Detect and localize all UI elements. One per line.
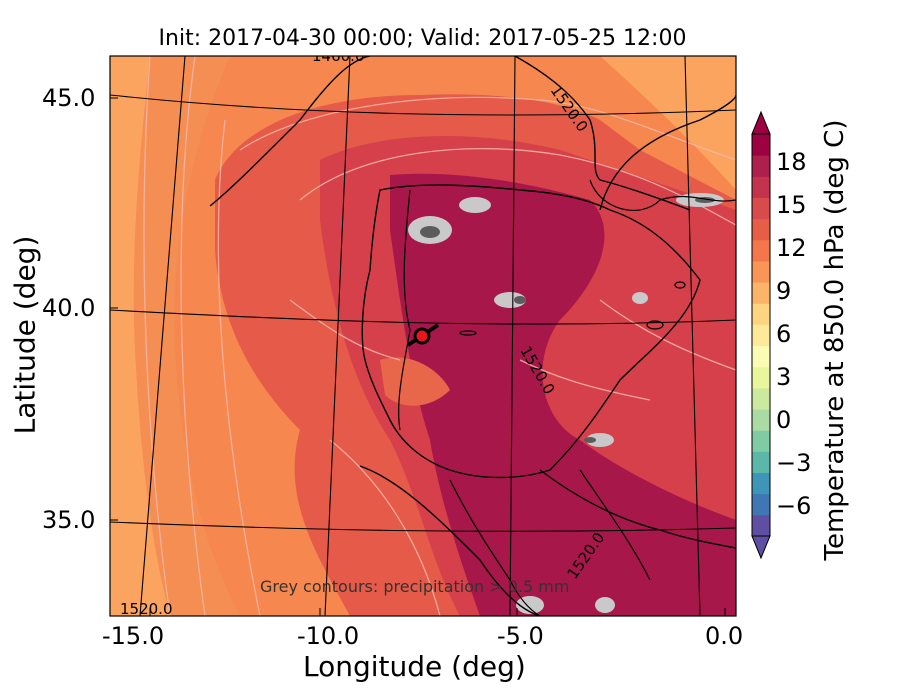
colorbar-tick-label: 9 <box>776 276 792 305</box>
graticule <box>110 56 736 616</box>
colorbar-extend-min <box>751 535 771 560</box>
colorbar-band <box>752 303 770 325</box>
colorbar-frame <box>751 133 771 537</box>
y-tick-label: 40.0 <box>42 294 96 322</box>
location-marker <box>406 323 440 347</box>
colorbar-tick-label: 18 <box>776 147 807 176</box>
colorbar-band <box>752 197 770 220</box>
colorbar-band <box>752 493 770 516</box>
colorbar <box>751 110 771 560</box>
colorbar-band <box>752 260 770 283</box>
colorbar-tick-label: 0 <box>776 406 792 435</box>
contour-label-1460: 1460.0 <box>312 47 365 65</box>
field-far-west <box>110 56 170 616</box>
colorbar-bands <box>752 134 770 537</box>
field-southwest-patch <box>380 357 450 406</box>
colorbar-tick-label: 12 <box>776 233 807 262</box>
borders <box>398 179 736 616</box>
colorbar-band <box>752 387 770 410</box>
y-axis-label: Latitude (deg) <box>8 235 42 435</box>
islands <box>459 281 686 336</box>
colorbar-band <box>752 345 770 368</box>
colorbar-band <box>752 176 770 198</box>
colorbar-band <box>752 430 770 452</box>
colorbar-band <box>752 134 770 156</box>
field-north-east <box>600 56 736 190</box>
x-tick-label: -5.0 <box>497 622 544 650</box>
colorbar-band <box>752 409 770 431</box>
x-tick-label: -10.0 <box>297 622 360 650</box>
colorbar-band <box>752 514 770 537</box>
chart-title: Init: 2017-04-30 00:00; Valid: 2017-05-2… <box>158 26 687 51</box>
axis-ticks <box>110 97 726 616</box>
temperature-contours <box>143 56 736 616</box>
colorbar-tick-label: 6 <box>776 320 792 348</box>
precipitation-annotation: Grey contours: precipitation > 0.5 mm <box>260 577 569 596</box>
colorbar-band <box>752 155 770 177</box>
temperature-field: 1460.0 1520.0 1520.0 1520.0 1520.0 Grey … <box>110 47 736 618</box>
x-tick-label: -15.0 <box>102 622 165 650</box>
colorbar-band <box>752 239 770 262</box>
x-tick-label: 0.0 <box>705 622 744 650</box>
map-frame <box>109 55 737 617</box>
colorbar-tick-label: 3 <box>776 363 792 392</box>
colorbar-tick-label: −3 <box>776 449 812 478</box>
colorbar-band <box>752 451 770 474</box>
colorbar-band <box>752 324 770 347</box>
y-tick-label: 45.0 <box>42 84 96 112</box>
colorbar-band <box>752 282 770 304</box>
colorbar-extend-max <box>751 110 771 135</box>
contour-label-1520-southwest: 1520.0 <box>120 600 173 618</box>
colorbar-tick-label: 15 <box>776 190 807 219</box>
colorbar-label: Temperature at 850.0 hPa (deg C) <box>820 119 850 561</box>
field-crimson-zone <box>390 173 736 616</box>
colorbar-band <box>752 472 770 495</box>
colorbar-tick-label: −6 <box>776 492 812 521</box>
x-axis-label: Longitude (deg) <box>303 650 526 683</box>
colorbar-band <box>752 218 770 241</box>
y-tick-label: 35.0 <box>42 506 96 534</box>
colorbar-band <box>752 366 770 389</box>
